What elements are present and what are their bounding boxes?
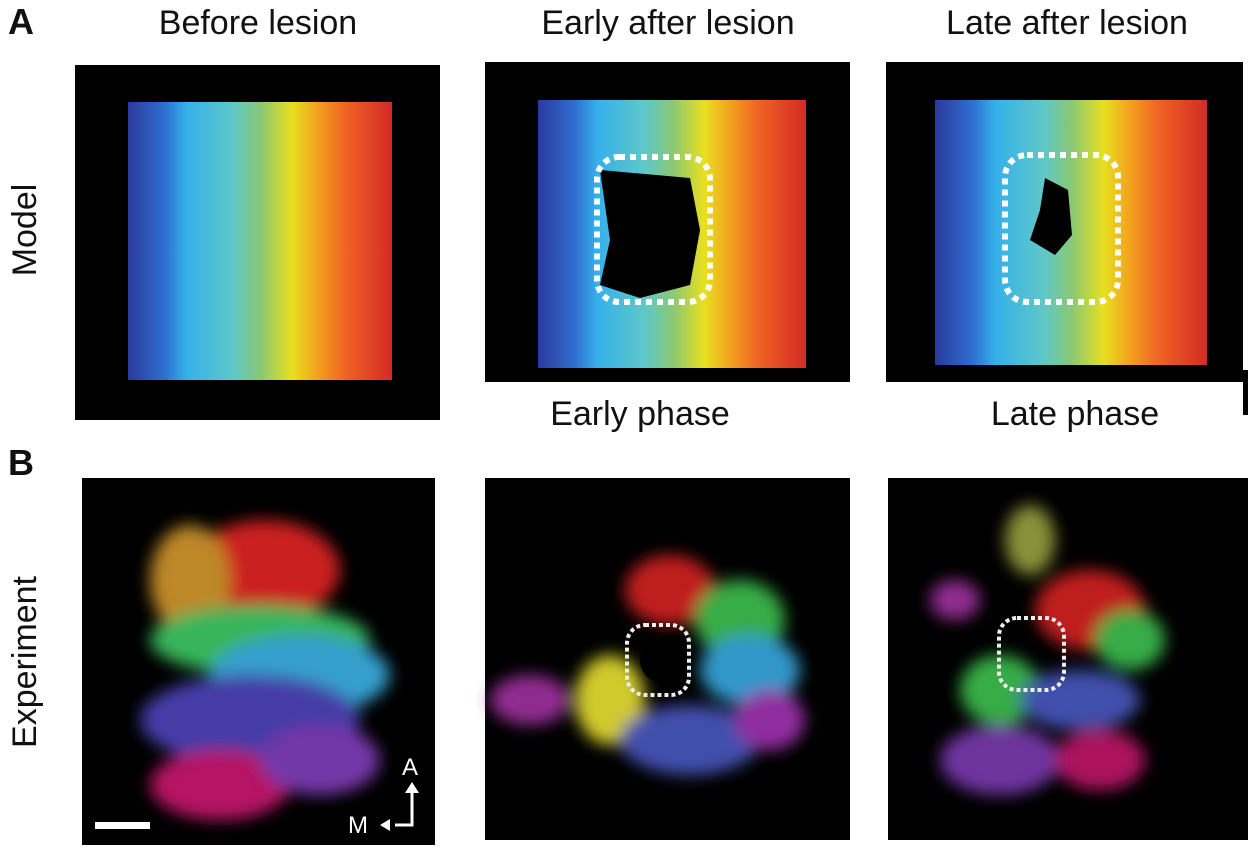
row-label: Model bbox=[6, 184, 44, 277]
panel-label: B bbox=[8, 442, 34, 483]
model-late bbox=[886, 62, 1248, 415]
experiment-early bbox=[485, 478, 850, 840]
model-early bbox=[485, 62, 850, 382]
panel-label: A bbox=[8, 1, 34, 42]
orientation-label: A bbox=[402, 754, 418, 781]
phase-label: Late phase bbox=[991, 395, 1159, 433]
model-before bbox=[75, 65, 440, 420]
experiment-late bbox=[888, 478, 1248, 840]
phase-label: Early phase bbox=[550, 395, 730, 433]
column-title: Late after lesion bbox=[946, 4, 1188, 42]
experiment-before: A M bbox=[82, 478, 435, 845]
orientation-label: M bbox=[348, 812, 368, 839]
column-title: Early after lesion bbox=[541, 4, 794, 42]
column-title: Before lesion bbox=[159, 4, 357, 42]
row-label: Experiment bbox=[6, 575, 44, 748]
